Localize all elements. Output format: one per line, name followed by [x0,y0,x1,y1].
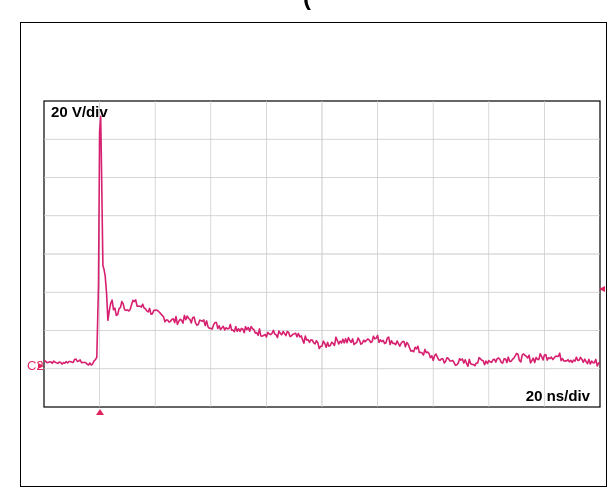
vertical-scale-label: 20 V/div [51,104,108,121]
trigger-time-marker [96,409,104,415]
channel-label: C2 [27,358,44,373]
grid-lines [44,101,600,407]
series-line [44,115,601,368]
figure-frame [20,22,607,487]
trigger-level-marker [599,286,605,292]
page-title: ( [0,0,614,12]
ground-level-marker [38,363,44,369]
horizontal-scale-label: 20 ns/div [525,388,590,405]
